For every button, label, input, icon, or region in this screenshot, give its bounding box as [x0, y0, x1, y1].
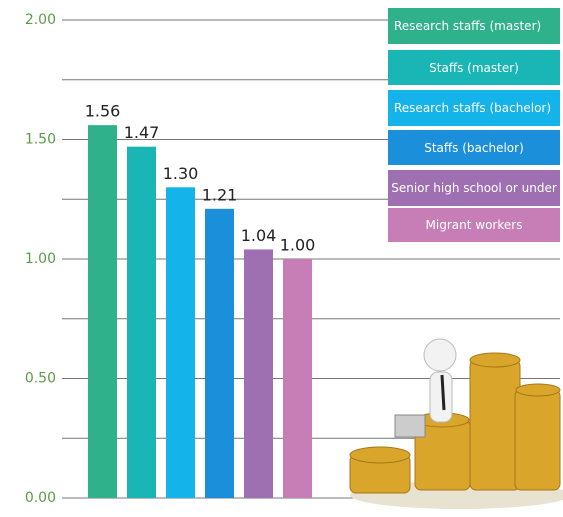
data-label: 1.00: [280, 236, 316, 255]
data-label: 1.04: [241, 226, 277, 245]
data-label: 1.47: [124, 123, 160, 142]
y-tick-label: 0.50: [25, 371, 56, 387]
bar: [127, 146, 156, 499]
y-tick-label: 0.00: [25, 490, 56, 506]
bar: [166, 187, 195, 499]
plot: 0.00 0.50 1.00 1.50 2.00 1.561.47 1.301.21 1.04…: [25, 12, 560, 506]
legend-entry: Staffs (master): [388, 50, 560, 85]
bar: [205, 208, 234, 498]
legend-entry: Research staffs (bachelor): [388, 90, 560, 126]
bar: [244, 249, 273, 498]
y-tick-label: 2.00: [25, 12, 56, 28]
bar: [283, 259, 312, 498]
coins-illustration: [349, 338, 563, 509]
y-tick-label: 1.50: [25, 132, 56, 148]
y-tick-label: 1.00: [25, 251, 56, 267]
legend-entry: Senior high school or under: [388, 170, 560, 206]
legend-entry: Research staffs (master): [388, 8, 560, 44]
legend-entry: Staffs (bachelor): [388, 130, 560, 165]
bar: [88, 125, 117, 498]
data-label: 1.56: [85, 102, 121, 121]
data-label: 1.30: [163, 164, 199, 183]
legend-entry: Migrant workers: [388, 208, 560, 242]
data-label: 1.21: [202, 185, 238, 204]
